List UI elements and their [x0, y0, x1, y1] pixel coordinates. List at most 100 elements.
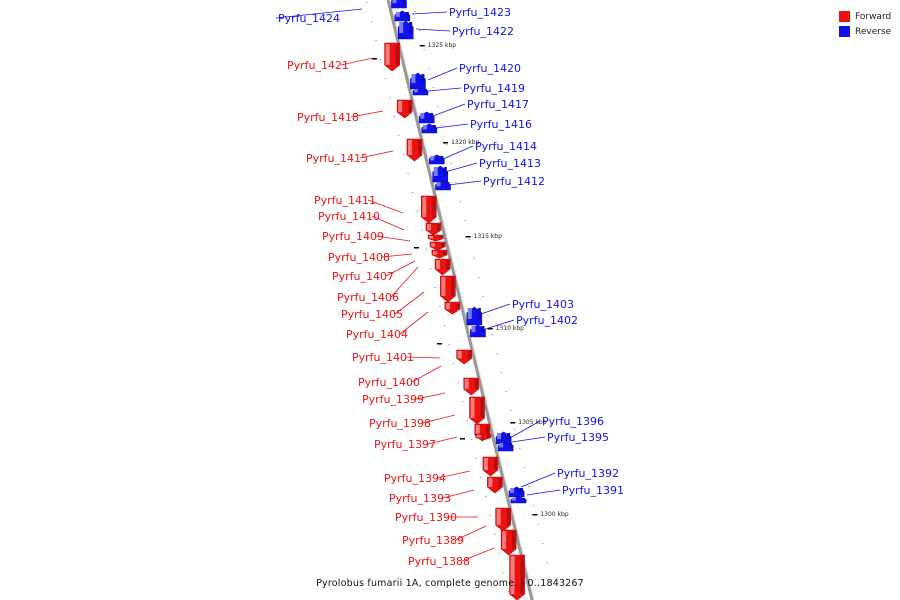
gene-shadow: [409, 22, 413, 33]
label-leader: [442, 489, 475, 499]
scale-dot: [505, 391, 507, 392]
gene-pyrfu_1411[interactable]: [420, 195, 437, 224]
gene-pyrfu_1396[interactable]: [495, 431, 512, 445]
gene-label[interactable]: Pyrfu_1410: [318, 210, 380, 223]
gene-label[interactable]: Pyrfu_1401: [352, 351, 414, 364]
gene-pyrfu_1401[interactable]: [456, 349, 472, 365]
gene-label[interactable]: Pyrfu_1404: [346, 328, 408, 341]
gene-pyrfu_1392[interactable]: [508, 486, 525, 498]
label-leader: [350, 110, 384, 118]
gene-label[interactable]: Pyrfu_1389: [402, 534, 464, 547]
gene-pyrfu_1413[interactable]: [432, 165, 449, 183]
gene-pyrfu_1419[interactable]: [412, 87, 429, 96]
scale-dot: [482, 296, 484, 297]
gene-pyrfu_1406[interactable]: [434, 258, 451, 276]
gene-pyrfu_1405[interactable]: [440, 275, 456, 303]
kbp-tick: [532, 514, 538, 516]
gene-label[interactable]: Pyrfu_1402: [516, 314, 578, 327]
scale-dot: [448, 344, 450, 345]
gene-label[interactable]: Pyrfu_1417: [467, 98, 529, 111]
gene-label[interactable]: Pyrfu_1395: [547, 431, 609, 444]
gene-label[interactable]: Pyrfu_1388: [408, 555, 470, 568]
gene-label[interactable]: Pyrfu_1424: [278, 12, 340, 25]
gene-pyrfu_1415[interactable]: [406, 138, 423, 162]
gene-label[interactable]: Pyrfu_1390: [395, 511, 457, 524]
gene-pyrfu_1394[interactable]: [482, 456, 499, 477]
gene-label[interactable]: Pyrfu_1403: [512, 298, 574, 311]
label-leader: [385, 260, 416, 277]
gene-label[interactable]: Pyrfu_1408: [328, 251, 390, 264]
gene-label[interactable]: Pyrfu_1413: [479, 157, 541, 170]
gene-pyrfu_1404[interactable]: [444, 301, 461, 315]
gene-highlight: [426, 224, 431, 231]
gene-pyrfu_1412[interactable]: [435, 180, 451, 191]
gene-pyrfu_1420[interactable]: [410, 72, 426, 90]
gene-pyrfu_1403[interactable]: [466, 306, 483, 326]
gene-label[interactable]: Pyrfu_1392: [557, 467, 619, 480]
gene-label[interactable]: Pyrfu_1409: [322, 230, 384, 243]
legend: Forward Reverse: [839, 9, 891, 39]
gene-label[interactable]: Pyrfu_1423: [449, 6, 511, 19]
label-leader: [405, 356, 441, 359]
gene-label[interactable]: Pyrfu_1421: [287, 59, 349, 72]
gene-pyrfu_1397[interactable]: [475, 433, 492, 441]
gene-pyrfu_1410[interactable]: [425, 222, 442, 236]
gene-pyrfu_1421[interactable]: [384, 42, 400, 72]
scale-dot: [416, 211, 418, 212]
gene-pyrfu_1414[interactable]: [428, 154, 445, 165]
gene-pyrfu_1422[interactable]: [397, 20, 414, 40]
gene-label[interactable]: Pyrfu_1416: [470, 118, 532, 131]
gene-highlight: [497, 433, 502, 440]
gene-label[interactable]: Pyrfu_1397: [374, 438, 436, 451]
gene-highlight: [408, 140, 412, 155]
scale-dot: [371, 21, 373, 22]
scale-dot: [407, 173, 409, 174]
gene-shadow: [467, 351, 471, 359]
gene-pyrfu_1423[interactable]: [394, 10, 411, 22]
kbp-tick: [443, 142, 449, 144]
gene-label[interactable]: Pyrfu_1415: [306, 152, 368, 165]
gene-label[interactable]: Pyrfu_1412: [483, 175, 545, 188]
kbp-label: 1300 kbp: [540, 511, 568, 518]
gene-label[interactable]: Pyrfu_1399: [362, 393, 424, 406]
gene-label[interactable]: Pyrfu_1411: [314, 194, 376, 207]
kbp-label: 1310 kbp: [496, 325, 524, 332]
gene-pyrfu_1424[interactable]: [391, 0, 407, 9]
gene-pyrfu_1418[interactable]: [396, 99, 413, 119]
gene-pyrfu_1399[interactable]: [469, 396, 485, 425]
gene-pyrfu_1389[interactable]: [500, 529, 517, 556]
gene-label[interactable]: Pyrfu_1422: [452, 25, 514, 38]
gene-label[interactable]: Pyrfu_1396: [542, 415, 604, 428]
gene-pyrfu_1408[interactable]: [429, 241, 446, 251]
gene-pyrfu_1388[interactable]: [509, 554, 525, 600]
gene-shadow: [423, 89, 427, 93]
gene-pyrfu_1395[interactable]: [497, 441, 514, 452]
gene-pyrfu_1400[interactable]: [463, 377, 480, 396]
gene-highlight: [429, 236, 434, 239]
gene-label[interactable]: Pyrfu_1400: [358, 376, 420, 389]
gene-label[interactable]: Pyrfu_1391: [562, 484, 624, 497]
gene-pyrfu_1393[interactable]: [487, 476, 503, 494]
scale-dot: [510, 410, 512, 411]
gene-label[interactable]: Pyrfu_1405: [341, 308, 403, 321]
gene-label[interactable]: Pyrfu_1407: [332, 270, 394, 283]
gene-pyrfu_1417[interactable]: [418, 111, 435, 124]
gene-label[interactable]: Pyrfu_1418: [297, 111, 359, 124]
gene-label[interactable]: Pyrfu_1398: [369, 417, 431, 430]
scale-dot: [507, 591, 509, 592]
label-leader: [455, 525, 487, 541]
gene-pyrfu_1416[interactable]: [421, 123, 438, 134]
gene-label[interactable]: Pyrfu_1419: [463, 82, 525, 95]
gene-label[interactable]: Pyrfu_1414: [475, 140, 537, 153]
gene-label[interactable]: Pyrfu_1394: [384, 472, 446, 485]
gene-label[interactable]: Pyrfu_1406: [337, 291, 399, 304]
gene-highlight: [398, 101, 403, 112]
gene-label[interactable]: Pyrfu_1420: [459, 62, 521, 75]
gene-pyrfu_1390[interactable]: [495, 507, 511, 532]
gene-highlight: [441, 277, 446, 296]
gene-pyrfu_1407[interactable]: [431, 249, 448, 259]
scale-dot: [537, 524, 539, 525]
gene-pyrfu_1409[interactable]: [427, 234, 444, 242]
gene-label[interactable]: Pyrfu_1393: [389, 492, 451, 505]
gene-pyrfu_1391[interactable]: [510, 496, 527, 504]
